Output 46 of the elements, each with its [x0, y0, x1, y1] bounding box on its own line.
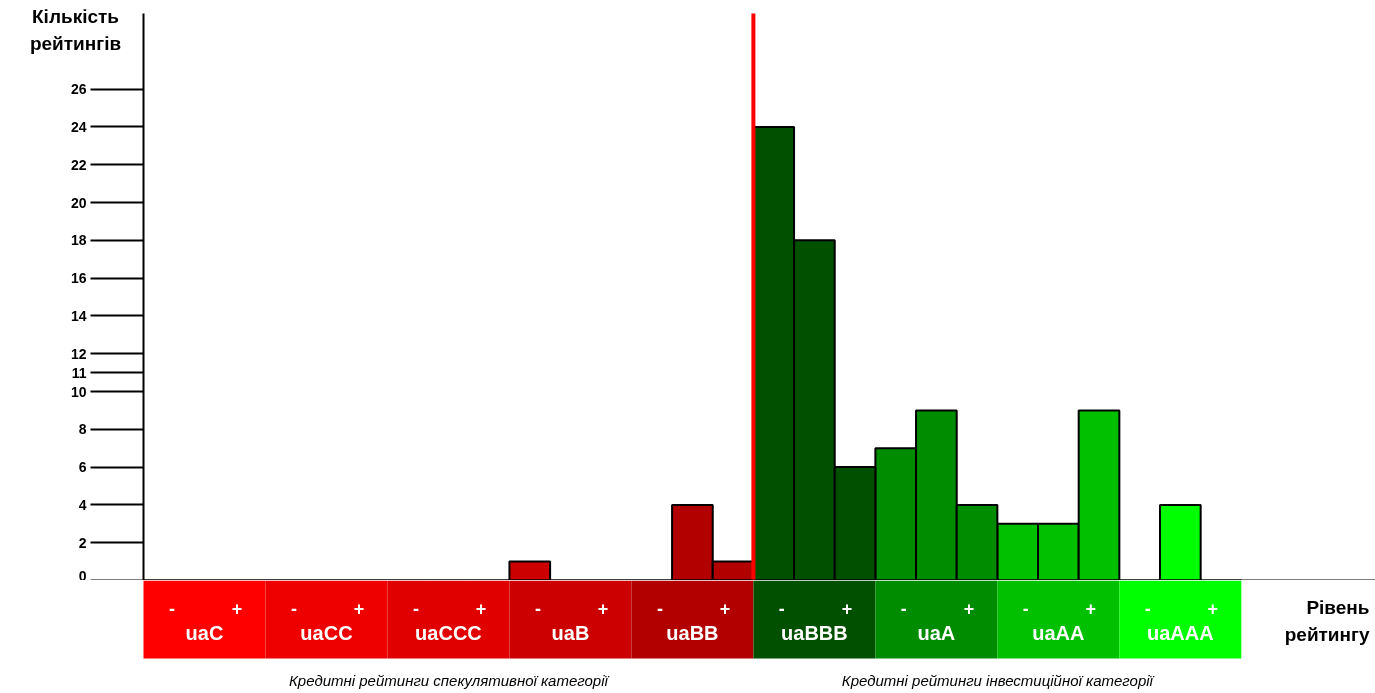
text: +: [1207, 599, 1219, 619]
x-tick-label: uaB: [551, 621, 590, 644]
y-tick-label: 24: [70, 118, 87, 135]
x-tick-label: uaAA: [1032, 621, 1085, 644]
x-tick-label: uaCC: [300, 621, 353, 644]
text: -: [1022, 599, 1029, 619]
y-tick-label: 14: [70, 307, 87, 324]
y-tick-label: 11: [71, 364, 87, 381]
x-tick-label: uaA: [917, 621, 956, 644]
y-tick-label: 18: [70, 232, 87, 249]
text: +: [841, 599, 853, 619]
x-tick-label: uaBB: [666, 621, 719, 644]
y-tick-label: 4: [78, 496, 87, 513]
text: +: [963, 599, 975, 619]
text: -: [1144, 599, 1151, 619]
y-tick-label: 20: [70, 194, 87, 211]
series-label: -: [168, 599, 175, 619]
y-tick-label: 16: [70, 270, 87, 287]
x-tick-label: uaBBB: [781, 621, 848, 644]
y-tick-label: 0: [78, 567, 87, 584]
y-axis-title: Кількість рейтингів: [29, 5, 122, 54]
text: -: [656, 599, 663, 619]
text: -: [412, 599, 419, 619]
y-tick-label: 22: [70, 156, 87, 173]
x-tick-label: uaCCC: [415, 621, 482, 644]
text: -: [534, 599, 541, 619]
text: Кредитні рейтинги спекулятивної категорії: [289, 672, 610, 689]
text: -: [290, 599, 297, 619]
x-tick-label: uaC: [185, 621, 224, 644]
text: +: [597, 599, 609, 619]
text: +: [231, 599, 243, 619]
x-tick-label: uaAAA: [1147, 621, 1214, 644]
text: Кредитні рейтинги інвестиційної категорії: [841, 672, 1155, 689]
y-tick-label: 8: [78, 421, 87, 438]
series-label: +: [719, 599, 731, 619]
y-tick-label: 2: [78, 534, 87, 551]
text: +: [1085, 599, 1097, 619]
text: +: [475, 599, 487, 619]
y-tick-label: 26: [70, 81, 87, 98]
text: +: [353, 599, 365, 619]
text: -: [778, 599, 785, 619]
y-tick-label: 10: [70, 383, 87, 400]
text: -: [900, 599, 907, 619]
x-axis-title: Рівень рейтингу: [1284, 596, 1370, 645]
y-tick-label: 6: [78, 459, 87, 476]
y-tick-label: 12: [70, 345, 87, 362]
